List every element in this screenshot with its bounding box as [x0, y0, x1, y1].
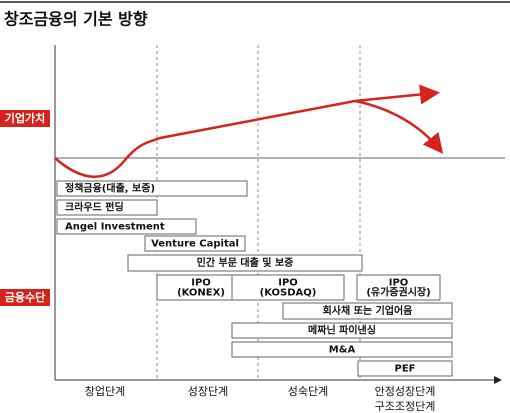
finance-box	[356, 274, 441, 301]
finance-box	[231, 341, 453, 358]
finance-box	[357, 360, 453, 377]
finance-box	[156, 274, 246, 301]
box-label: Venture Capital	[151, 239, 239, 250]
box-label: 회사채 또는 기업어음	[323, 304, 413, 317]
box-label: 메짜닌 파이낸싱	[308, 324, 376, 337]
stage-label: 성숙단계	[288, 385, 328, 398]
value-curve	[54, 84, 440, 178]
axis-tag	[0, 110, 50, 127]
box-label: (KONEX)	[177, 288, 225, 299]
box-label: 민간 부문 대출 및 보증	[197, 256, 294, 269]
title: 창조금융의 기본 방향	[4, 10, 148, 29]
finance-box	[231, 274, 345, 301]
stage-label: 성장단계	[188, 385, 228, 398]
box-label: M&A	[329, 345, 356, 356]
finance-box	[282, 302, 453, 320]
box-label: IPO	[389, 278, 409, 289]
box-label: 정책금융(대출, 보증)	[65, 182, 155, 195]
stage-label: 창업단계	[85, 385, 125, 398]
box-label: 크라우드 펀딩	[65, 201, 124, 214]
finance-box	[144, 235, 246, 252]
stage-label: 구조조정단계	[375, 400, 436, 413]
box-label: IPO	[191, 278, 211, 289]
axis-label: 기업가치	[5, 111, 45, 125]
axis-label: 금융수단	[5, 290, 45, 304]
box-label: Angel Investment	[65, 222, 165, 233]
axis-tag	[0, 289, 50, 306]
box-label: (유가증권시장)	[366, 286, 430, 299]
finance-box	[56, 218, 197, 235]
box-label: (KOSDAQ)	[260, 288, 317, 299]
decline-curve	[354, 99, 444, 154]
box-label: IPO	[278, 278, 298, 289]
stage-label: 안정성장단계	[375, 385, 436, 398]
finance-box	[127, 254, 363, 272]
finance-box	[56, 180, 248, 197]
finance-box	[231, 322, 453, 339]
box-label: PEF	[395, 364, 416, 375]
finance-box	[56, 199, 158, 216]
